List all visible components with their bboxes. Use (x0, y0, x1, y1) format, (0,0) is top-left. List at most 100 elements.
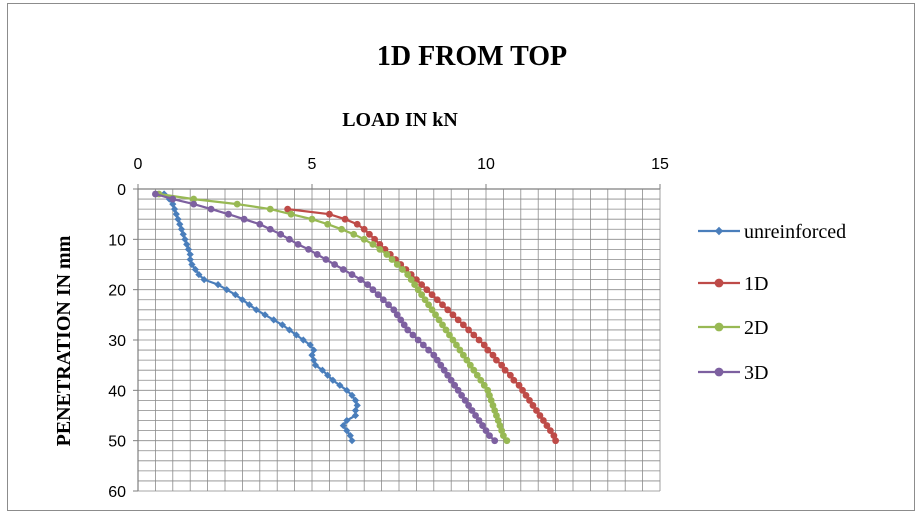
data-point (245, 301, 253, 309)
legend-entry: 3D (698, 362, 768, 384)
data-point (491, 437, 499, 445)
data-point (449, 336, 457, 344)
y-tick-label: 50 (108, 434, 126, 451)
data-point (459, 351, 467, 359)
legend-label: 2D (744, 317, 768, 339)
data-point (225, 210, 232, 218)
data-point (390, 306, 398, 314)
data-point (310, 356, 318, 364)
data-point (369, 240, 377, 248)
data-point (465, 402, 472, 409)
y-tick-label: 0 (117, 182, 126, 199)
plot-grid (137, 188, 661, 492)
data-point (475, 336, 483, 344)
data-point (458, 391, 466, 399)
data-point (493, 356, 500, 364)
data-point (397, 316, 405, 324)
data-point (339, 266, 347, 273)
data-point (418, 291, 426, 299)
data-point (479, 422, 486, 429)
data-point (294, 240, 302, 248)
data-point (305, 246, 312, 253)
data-point (256, 220, 264, 228)
data-point (261, 311, 269, 319)
data-point (343, 416, 351, 425)
legend-entry: unreinforced (698, 221, 846, 243)
data-point (346, 432, 354, 440)
x-tick-label: 10 (477, 156, 495, 173)
data-point (326, 210, 333, 218)
data-point (506, 371, 514, 379)
data-point (277, 230, 285, 238)
data-point (414, 286, 422, 294)
data-point (446, 331, 453, 339)
data-point (306, 341, 314, 349)
data-point (515, 381, 523, 389)
chart-area: 1D FROM TOP LOAD IN kN PENETRATION IN mm… (7, 3, 915, 511)
data-point (407, 276, 415, 283)
y-tick-label: 20 (108, 283, 126, 300)
data-point (432, 311, 439, 319)
data-point (336, 381, 344, 389)
data-point (353, 401, 361, 410)
y-tick-label: 10 (108, 232, 126, 249)
data-point (357, 276, 365, 283)
data-point (233, 200, 241, 208)
series-unreinforced (160, 190, 361, 445)
data-point (404, 271, 412, 278)
legend: unreinforced 1D 2D 3D (698, 221, 846, 384)
legend-entry: 1D (698, 273, 768, 295)
data-point (331, 261, 339, 268)
data-point (533, 407, 540, 414)
data-point (540, 417, 547, 424)
data-point (543, 422, 551, 429)
data-point (191, 265, 200, 274)
data-point (292, 331, 300, 339)
y-tick-label: 40 (108, 383, 126, 400)
data-point (308, 215, 316, 223)
data-point (442, 326, 450, 334)
data-point (421, 296, 429, 304)
data-point (339, 421, 347, 430)
data-point (348, 437, 356, 445)
data-point (311, 361, 320, 369)
y-tick-label: 30 (108, 333, 126, 350)
data-point (299, 336, 307, 344)
data-point (360, 225, 368, 233)
data-point (374, 291, 382, 299)
data-point (423, 286, 431, 294)
data-point (546, 427, 554, 434)
series-group (152, 190, 559, 445)
data-point (466, 361, 474, 369)
data-point (322, 256, 330, 263)
data-point (437, 361, 445, 369)
data-point (447, 376, 455, 384)
data-point (444, 371, 452, 379)
legend-label: 1D (744, 273, 768, 295)
data-point (348, 391, 356, 399)
data-point (451, 381, 459, 389)
data-point (714, 226, 724, 236)
data-point (470, 366, 478, 374)
data-point (324, 220, 332, 228)
data-point (350, 230, 358, 238)
data-point (190, 195, 198, 203)
data-point (366, 230, 373, 238)
data-point (425, 301, 432, 309)
data-point (324, 371, 332, 379)
data-point (454, 386, 462, 394)
data-point (714, 322, 724, 332)
data-point (252, 306, 260, 314)
data-point (433, 296, 441, 304)
data-point (439, 301, 446, 309)
chart-title: 1D FROM TOP (377, 41, 567, 72)
data-point (207, 205, 215, 213)
data-point (338, 225, 345, 233)
y-axis-title: PENETRATION IN mm (53, 235, 75, 446)
y-tick-label: 60 (108, 484, 126, 501)
data-point (501, 366, 509, 374)
data-point (473, 371, 481, 379)
data-point (284, 205, 292, 213)
series-line (287, 208, 557, 442)
series-line (155, 192, 496, 442)
